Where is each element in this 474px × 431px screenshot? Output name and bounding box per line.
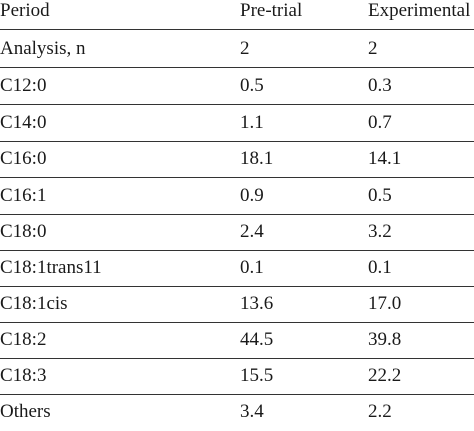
experimental-value: 0.5 — [368, 185, 392, 206]
experimental-value: 3.2 — [368, 221, 392, 242]
row-label: C18:3 — [0, 365, 47, 386]
pre-trial-value: 44.5 — [240, 329, 274, 350]
experimental-value: 0.3 — [368, 75, 392, 96]
table-row: C18:3 15.5 22.2 — [0, 359, 474, 395]
pre-trial-value: 0.5 — [240, 75, 264, 96]
row-label: C18:0 — [0, 221, 47, 242]
experimental-value: 2.2 — [368, 401, 392, 422]
experimental-value: 39.8 — [368, 329, 402, 350]
row-label: C18:1trans11 — [0, 257, 102, 278]
experimental-value: 0.1 — [368, 257, 392, 278]
pre-trial-value: 2 — [240, 38, 250, 59]
pre-trial-value: 0.9 — [240, 185, 264, 206]
row-label: C12:0 — [0, 75, 47, 96]
header-pre-trial: Pre-trial — [240, 0, 303, 21]
pre-trial-value: 3.4 — [240, 401, 264, 422]
row-label: C18:1cis — [0, 293, 68, 314]
pre-trial-value: 13.6 — [240, 293, 274, 314]
pre-trial-value: 0.1 — [240, 257, 264, 278]
row-label: Others — [0, 401, 51, 422]
row-label: Analysis, n — [0, 38, 86, 59]
experimental-value: 17.0 — [368, 293, 402, 314]
pre-trial-value: 18.1 — [240, 148, 274, 169]
experimental-value: 22.2 — [368, 365, 402, 386]
row-label: C16:1 — [0, 185, 47, 206]
experimental-value: 2 — [368, 38, 378, 59]
table-row: Analysis, n 2 2 — [0, 32, 474, 68]
table-row: C14:0 1.1 0.7 — [0, 106, 474, 142]
table-row: C18:0 2.4 3.2 — [0, 215, 474, 251]
pre-trial-value: 1.1 — [240, 112, 264, 133]
experimental-value: 0.7 — [368, 112, 392, 133]
table-row: C16:1 0.9 0.5 — [0, 179, 474, 215]
table-row: Others 3.4 2.2 — [0, 395, 474, 431]
row-label: C16:0 — [0, 148, 47, 169]
header-experimental: Experimental — [368, 0, 471, 21]
table-header-row: Period Pre-trial Experimental — [0, 0, 474, 30]
pre-trial-value: 2.4 — [240, 221, 264, 242]
pre-trial-value: 15.5 — [240, 365, 274, 386]
header-period: Period — [0, 0, 50, 21]
table-row: C12:0 0.5 0.3 — [0, 69, 474, 105]
experimental-value: 14.1 — [368, 148, 402, 169]
row-label: C18:2 — [0, 329, 47, 350]
table-row: C18:1trans11 0.1 0.1 — [0, 251, 474, 287]
row-label: C14:0 — [0, 112, 47, 133]
table-row: C18:2 44.5 39.8 — [0, 323, 474, 359]
table-row: C16:0 18.1 14.1 — [0, 142, 474, 178]
table-row: C18:1cis 13.6 17.0 — [0, 287, 474, 323]
